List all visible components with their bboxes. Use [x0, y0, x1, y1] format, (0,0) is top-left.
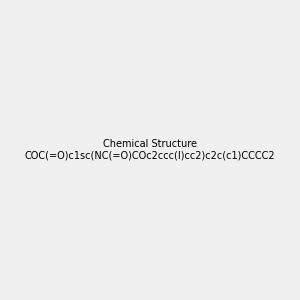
Text: Chemical Structure
COC(=O)c1sc(NC(=O)COc2ccc(I)cc2)c2c(c1)CCCC2: Chemical Structure COC(=O)c1sc(NC(=O)COc… — [25, 139, 275, 161]
